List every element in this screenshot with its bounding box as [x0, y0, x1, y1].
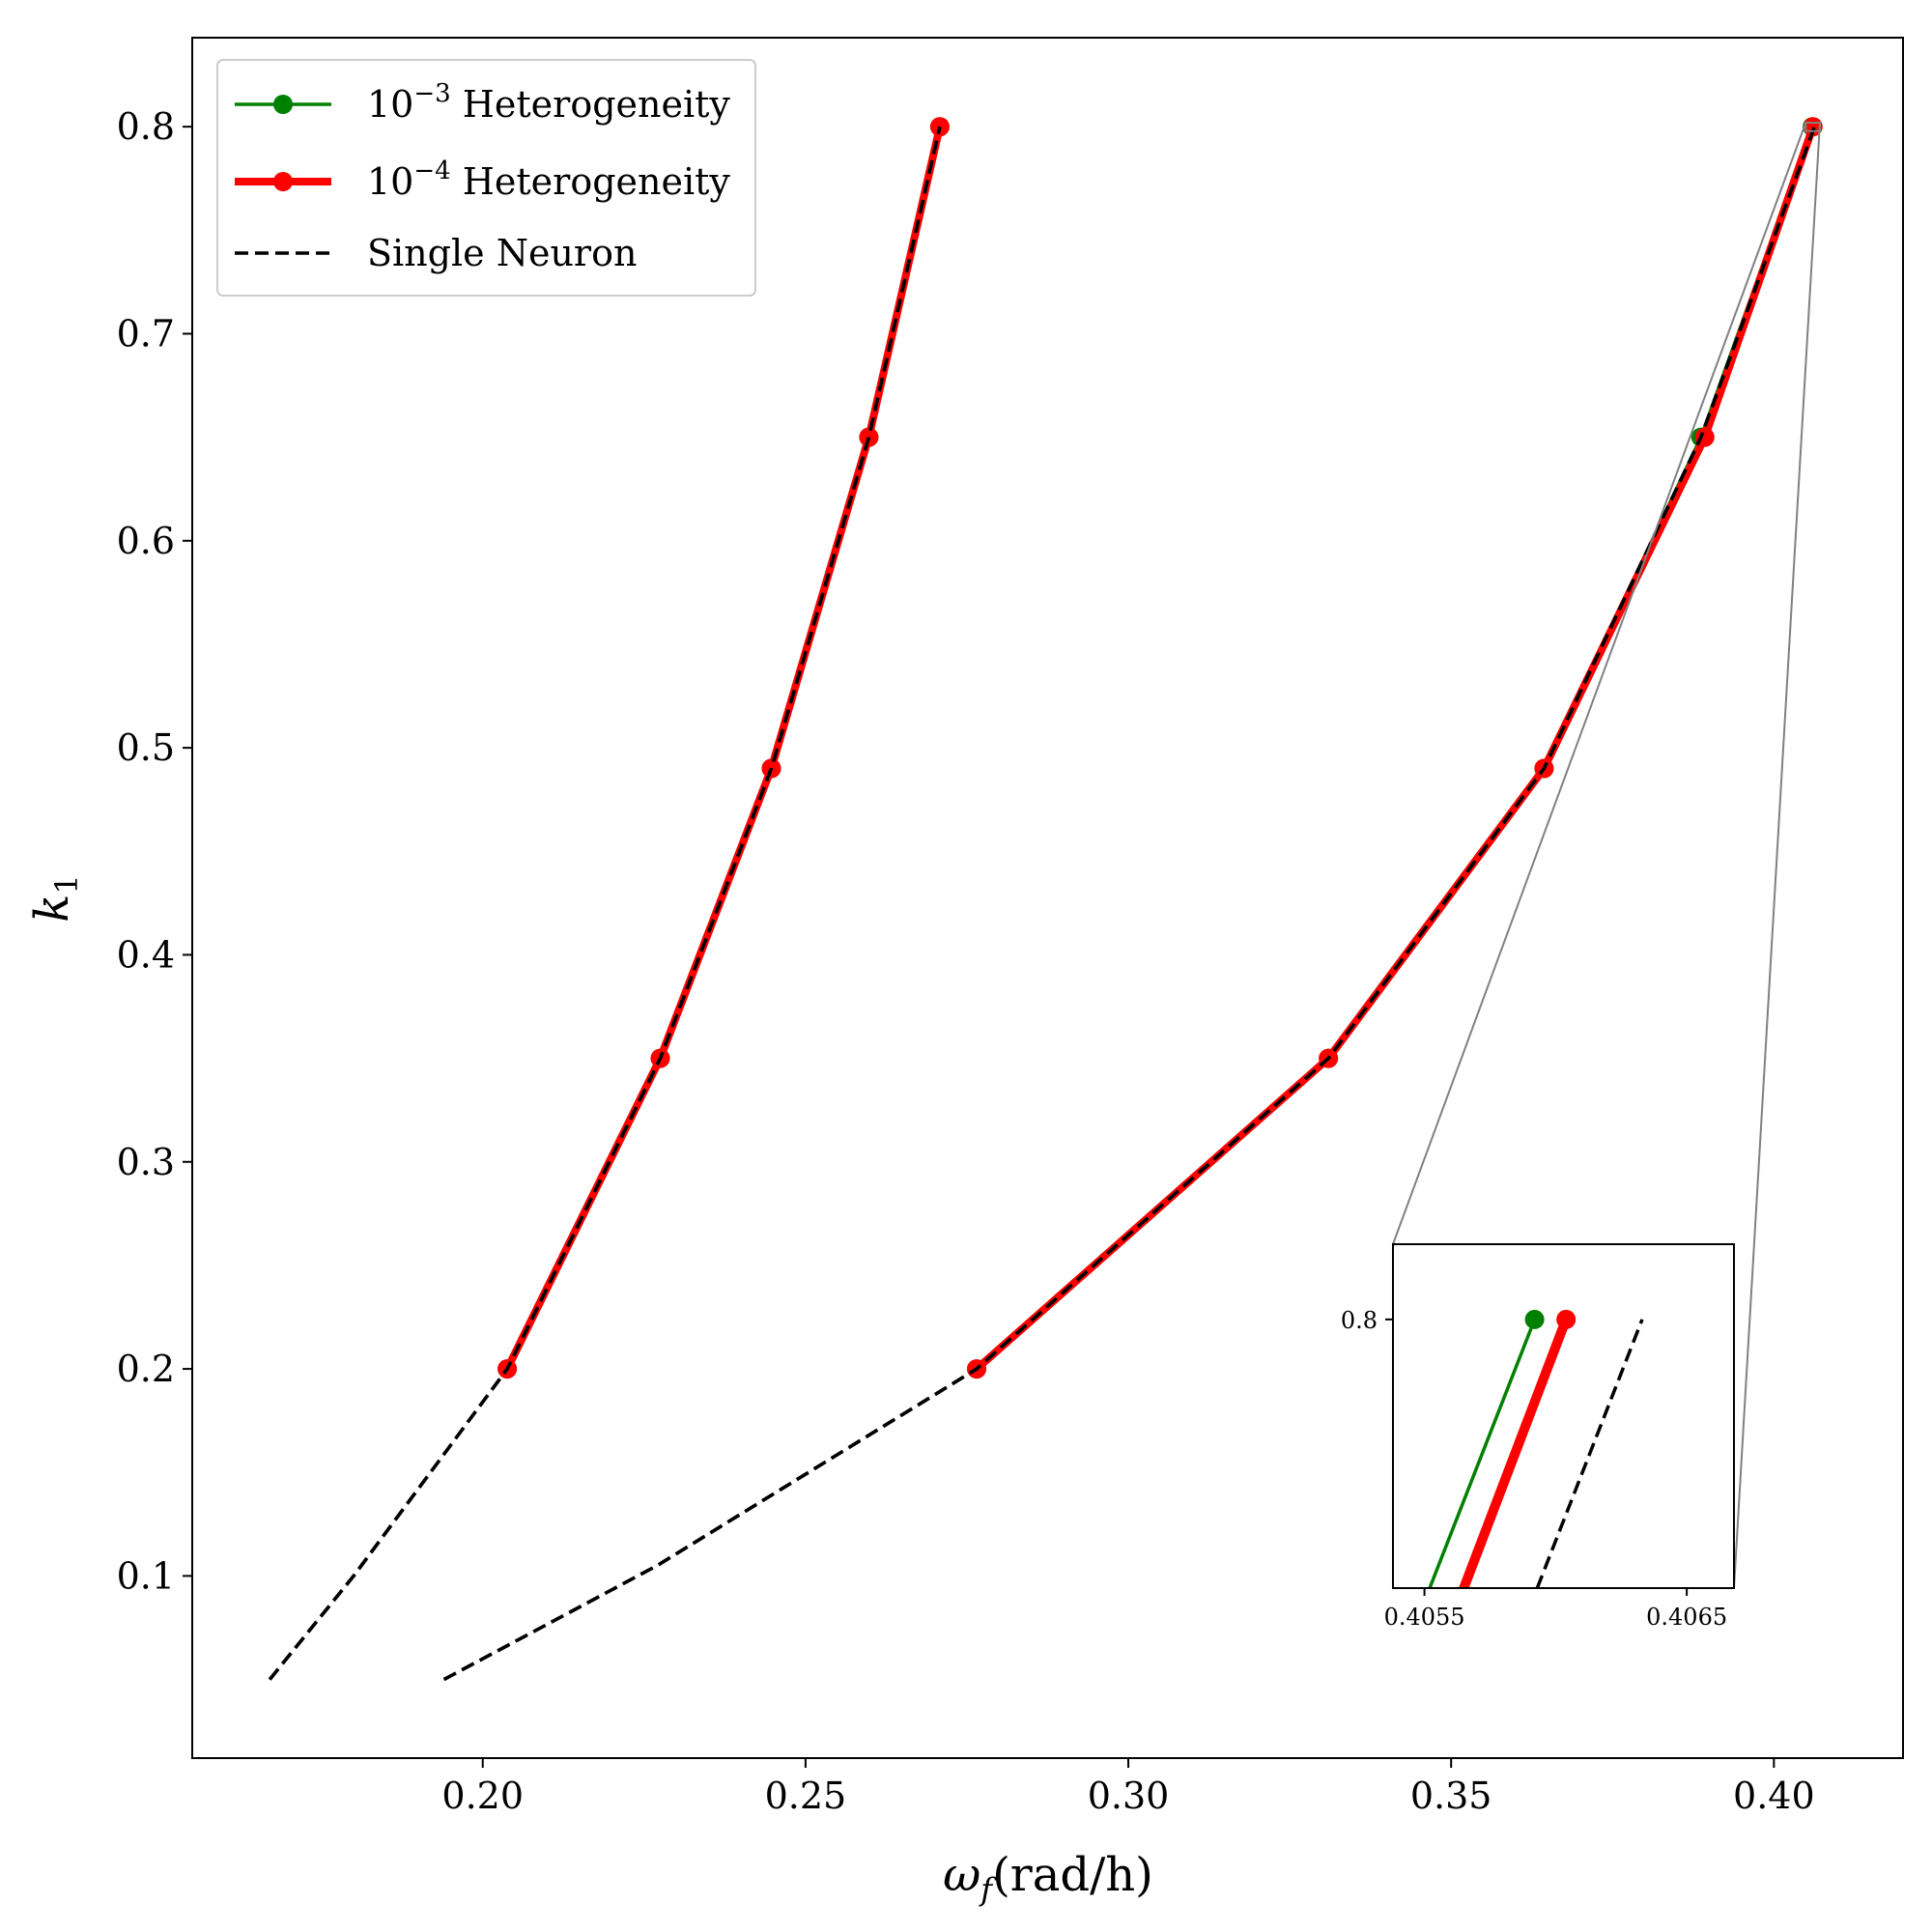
- inset-line-single-neuron: [1535, 1319, 1644, 1588]
- y-tick-label: 0.1: [117, 1554, 175, 1597]
- x-tick-label: 0.40: [1733, 1775, 1815, 1817]
- axes-frame: [191, 37, 1904, 1759]
- legend-marker-1e-4: [273, 172, 293, 191]
- y-tick-label: 0.4: [117, 933, 175, 976]
- x-tick-label: 0.30: [1088, 1775, 1170, 1817]
- y-axis-label: k1: [25, 874, 85, 922]
- y-tick-label: 0.3: [117, 1141, 175, 1183]
- y-tick-label: 0.6: [117, 520, 175, 562]
- y-tick-label: 0.5: [117, 726, 175, 769]
- data-point-het-1e-4: [859, 427, 879, 447]
- inset-x-tick-label: 0.4055: [1384, 1604, 1465, 1631]
- legend-label-1e-3: 10−3 Heterogeneity: [367, 79, 730, 126]
- inset-point-het-1e-4: [1556, 1309, 1577, 1329]
- legend-label-single-neuron: Single Neuron: [367, 232, 637, 274]
- y-tick-label: 0.7: [117, 312, 175, 355]
- inset-plot-area: [1428, 1309, 1644, 1588]
- series-line-single-neuron-overlay-1: [268, 126, 942, 1681]
- x-axis-label: ωf(rad/h): [943, 1848, 1153, 1908]
- inset-point-het-1e-3: [1524, 1309, 1545, 1329]
- inset-zoom: 0.4055 0.4065 0.8: [1341, 1243, 1735, 1631]
- x-axis: 0.20 0.25 0.30 0.35 0.40: [441, 1758, 1815, 1817]
- inset-background: [1393, 1244, 1734, 1588]
- zoom-connector-line: [1392, 122, 1807, 1245]
- zoom-connector-lines: [1392, 122, 1821, 1589]
- inset-axes: 0.4055 0.4065 0.8: [1341, 1307, 1727, 1631]
- x-tick-label: 0.25: [765, 1775, 847, 1817]
- legend: 10−3 Heterogeneity 10−4 Heterogeneity Si…: [216, 59, 756, 297]
- x-tick-label: 0.20: [441, 1775, 524, 1817]
- zoom-connector-line: [1733, 122, 1821, 1589]
- legend-box: [216, 59, 756, 297]
- legend-label-1e-4: 10−4 Heterogeneity: [367, 156, 730, 203]
- y-axis: 0.1 0.2 0.3 0.4 0.5 0.6 0.7 0.8: [117, 105, 192, 1597]
- legend-marker-1e-3: [273, 95, 293, 114]
- inset-y-tick-label: 0.8: [1341, 1307, 1378, 1334]
- y-tick-label: 0.2: [117, 1348, 175, 1390]
- inset-line-het-1e-3: [1428, 1318, 1537, 1588]
- series-line-single-neuron-overlay-2: [442, 126, 1817, 1682]
- inset-x-tick-label: 0.4065: [1646, 1604, 1727, 1631]
- plot-area: [268, 117, 1823, 1682]
- x-tick-label: 0.35: [1410, 1775, 1492, 1817]
- inset-line-het-1e-4: [1459, 1314, 1572, 1588]
- inset-frame: [1392, 1243, 1735, 1589]
- y-tick-label: 0.8: [117, 105, 175, 148]
